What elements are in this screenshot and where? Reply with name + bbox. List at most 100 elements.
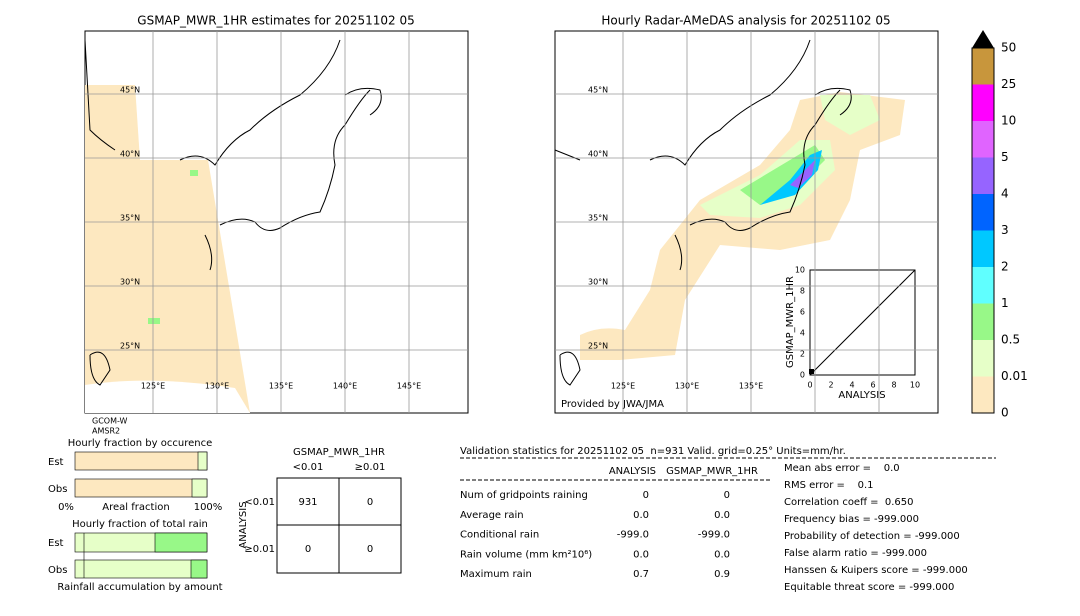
bar <box>191 478 208 498</box>
colorbar-label: 25 <box>1001 77 1016 91</box>
colorbar-segment <box>972 303 994 340</box>
inset-y-tick: 10 <box>795 266 805 275</box>
swath-north <box>85 85 140 160</box>
axis-label: 0% <box>58 502 74 513</box>
column-header: GSMAP_MWR_1HR <box>666 466 758 477</box>
satellite: AMSR2 <box>92 427 120 436</box>
column-header: ANALYSIS <box>609 466 656 477</box>
inset-x-tick: 6 <box>870 381 875 390</box>
score: Mean abs error = 0.0 <box>784 463 900 474</box>
satellite: GCOM-W <box>92 417 128 426</box>
score: Correlation coeff = 0.650 <box>784 497 914 508</box>
bar <box>74 559 208 579</box>
row-title: ANALYSIS <box>238 501 249 548</box>
inset-diagonal <box>809 269 916 376</box>
cell: 0.0 <box>633 549 649 560</box>
lon-label: 135°E <box>739 382 763 391</box>
row-label: Est <box>48 457 64 468</box>
score: RMS error = 0.1 <box>784 480 874 491</box>
row-label: Est <box>48 538 64 549</box>
lon-label: 145°E <box>397 382 421 391</box>
inset-ylabel: GSMAP_MWR_1HR <box>785 276 796 368</box>
cell: 0.9 <box>714 569 730 580</box>
axis-label: 100% <box>194 502 223 513</box>
lon-label: 130°E <box>675 382 699 391</box>
colorbar-label: 0.01 <box>1001 369 1028 383</box>
bar <box>190 559 208 579</box>
lon-label: 140°E <box>333 382 357 391</box>
colorbar-label: 50 <box>1001 41 1016 55</box>
row-label: <0.01 <box>244 497 275 508</box>
map-title: Hourly Radar-AMeDAS analysis for 2025110… <box>601 14 890 28</box>
lat-label: 45°N <box>120 86 140 95</box>
inset-x-tick: 2 <box>828 381 833 390</box>
colorbar-label: 2 <box>1001 260 1009 274</box>
inset-y-tick: 4 <box>800 329 805 338</box>
lat-label: 30°N <box>588 278 608 287</box>
score: Probability of detection = -999.000 <box>784 531 960 542</box>
lat-label: 45°N <box>588 86 608 95</box>
cell: 0.7 <box>633 569 649 580</box>
bar <box>197 451 208 471</box>
panel-title: Hourly fraction by occurence <box>68 438 212 449</box>
colorbar-label: 0 <box>1001 406 1009 420</box>
row-label: Obs <box>48 565 67 576</box>
rain-heavy <box>760 150 822 205</box>
cell: -999.0 <box>617 530 649 541</box>
cell: -999.0 <box>698 530 730 541</box>
colorbar-frame <box>971 47 995 414</box>
row-label: Rain volume (mm km²10⁶) <box>460 549 592 560</box>
inset-xlabel: ANALYSIS <box>838 390 885 401</box>
lon-label: 125°E <box>141 382 165 391</box>
panel-title: Hourly fraction of total rain <box>72 519 208 530</box>
bar <box>74 451 208 471</box>
cell: 0.0 <box>714 510 730 521</box>
lat-label: 40°N <box>588 150 608 159</box>
score: Equitable threat score = -999.000 <box>784 582 954 593</box>
validation-header: Validation statistics for 20251102 05 n=… <box>460 446 846 457</box>
colorbar-label: 5 <box>1001 150 1009 164</box>
colorbar-label: 3 <box>1001 223 1009 237</box>
lon-label: 130°E <box>205 382 229 391</box>
colorbar-label: 1 <box>1001 296 1009 310</box>
inset-x-tick: 8 <box>891 381 896 390</box>
colorbar-segment <box>972 84 994 121</box>
colorbar-segment <box>972 121 994 158</box>
lat-label: 40°N <box>120 150 140 159</box>
row-label: Conditional rain <box>460 530 539 541</box>
score: False alarm ratio = -999.000 <box>784 548 927 559</box>
colorbar-segment <box>972 48 994 85</box>
colorbar-segment <box>972 157 994 194</box>
row-label: Obs <box>48 484 67 495</box>
lon-label: 125°E <box>611 382 635 391</box>
axis-label: Areal fraction <box>102 502 169 513</box>
col-label: <0.01 <box>293 462 324 473</box>
lat-label: 35°N <box>120 214 140 223</box>
inset-x-tick: 10 <box>910 381 920 390</box>
map-title: GSMAP_MWR_1HR estimates for 20251102 05 <box>137 14 414 28</box>
row-label: ≥0.01 <box>244 544 275 555</box>
bar <box>154 532 208 553</box>
cell: 0 <box>724 490 730 501</box>
colorbar-segment <box>972 376 994 413</box>
credit: Provided by JWA/JMA <box>561 399 664 410</box>
cell: 0 <box>305 544 311 555</box>
colorbar-extend <box>972 30 994 48</box>
colorbar-segment <box>972 340 994 377</box>
colorbar-segment <box>972 194 994 231</box>
inset-x-tick: 0 <box>807 381 812 390</box>
cell: 0 <box>367 544 373 555</box>
row-label: Maximum rain <box>460 569 532 580</box>
bar <box>74 478 208 498</box>
inset-x-tick: 4 <box>849 381 854 390</box>
cell: 0.0 <box>633 510 649 521</box>
coastline <box>84 39 382 386</box>
row-label: Average rain <box>460 510 524 521</box>
colorbar-label: 0.5 <box>1001 333 1020 347</box>
score: Hanssen & Kuipers score = -999.000 <box>784 565 968 576</box>
lat-label: 35°N <box>588 214 608 223</box>
inset-point <box>809 369 814 374</box>
colorbar-segment <box>972 267 994 304</box>
lon-label: 135°E <box>269 382 293 391</box>
